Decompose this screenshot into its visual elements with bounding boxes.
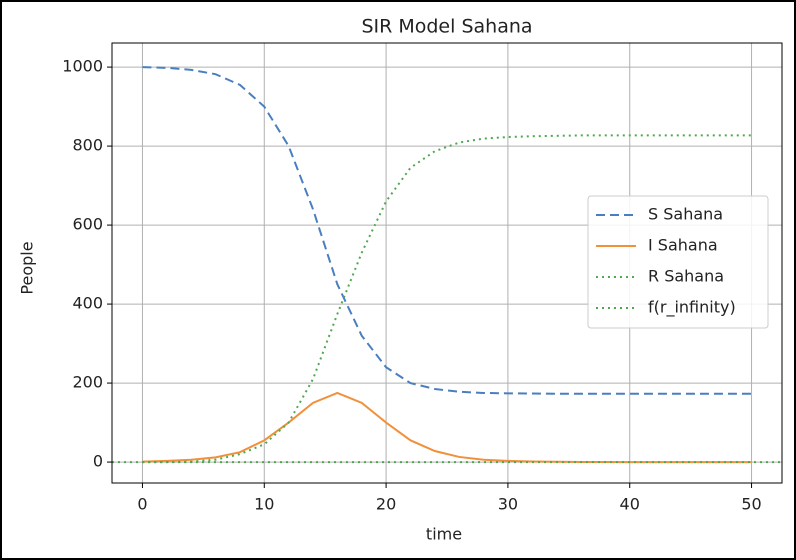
y-tick-label: 800	[72, 136, 103, 155]
x-tick-label: 50	[741, 495, 761, 514]
series-line	[142, 134, 752, 464]
y-tick-label: 200	[72, 373, 103, 392]
x-tick-label: 0	[137, 495, 147, 514]
plot-border	[111, 42, 783, 484]
x-tick-label: 20	[376, 495, 396, 514]
y-tick-label: 1000	[62, 57, 103, 76]
series-line	[142, 391, 752, 464]
y-tick-label: 600	[72, 215, 103, 234]
x-tick-label: 30	[498, 495, 518, 514]
legend-label: I Sahana	[648, 236, 718, 255]
legend-label: S Sahana	[648, 205, 723, 224]
y-axis-label: People	[18, 241, 37, 294]
legend-label: R Sahana	[648, 267, 724, 286]
chart-title: SIR Model Sahana	[361, 16, 532, 38]
legend-box	[587, 195, 769, 329]
x-tick-label: 40	[620, 495, 640, 514]
y-tick-label: 0	[93, 452, 103, 471]
x-axis-label: time	[426, 525, 462, 544]
y-tick-label: 400	[72, 294, 103, 313]
series-line	[142, 66, 752, 395]
legend-label: f(r_infinity)	[648, 298, 736, 318]
x-tick-label: 10	[254, 495, 274, 514]
